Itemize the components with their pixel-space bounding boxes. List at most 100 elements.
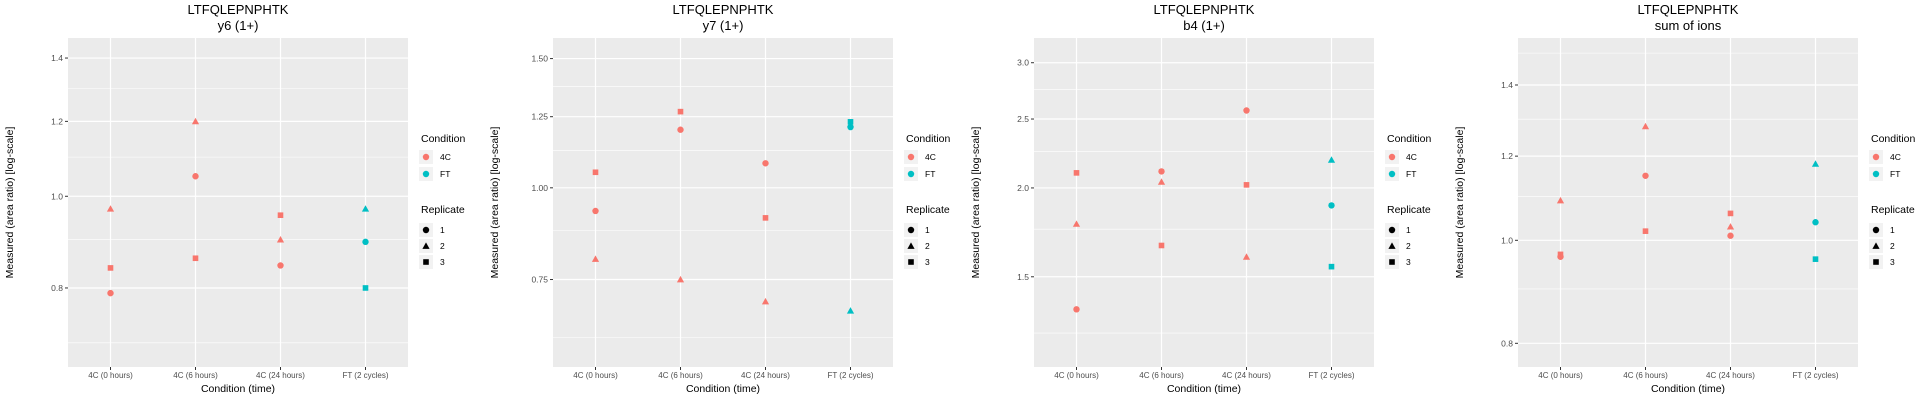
y-axis-label: Measured (area ratio) [log-scale] [4, 127, 16, 279]
data-point [592, 207, 599, 215]
y-tick-label: 2.0 [1017, 183, 1029, 193]
y-tick-label: 1.0 [51, 191, 63, 201]
data-point [1812, 256, 1819, 262]
legend-key-replicate-3 [908, 259, 914, 265]
data-point [1811, 160, 1820, 167]
legend-label: 2 [1406, 241, 1411, 251]
data-point [277, 212, 284, 219]
data-point [1158, 242, 1165, 249]
data-point [846, 307, 855, 314]
data-point [762, 160, 769, 167]
legend: Condition 4C FT Replicate 1 2 3 [904, 133, 951, 269]
legend-title-condition: Condition [906, 133, 951, 145]
x-tick-label: 4C (6 hours) [1139, 371, 1184, 380]
x-tick-label: 4C (24 hours) [741, 371, 790, 380]
y-tick-label: 1.4 [1501, 80, 1513, 90]
y-tick-label: 1.50 [531, 54, 548, 64]
chart-title: LTFQLEPNPHTK [188, 2, 289, 17]
legend-label: FT [440, 169, 450, 179]
x-tick-label: 4C (0 hours) [88, 371, 133, 380]
data-point [1641, 122, 1650, 130]
legend-title-replicate: Replicate [906, 204, 950, 216]
legend-title-condition: Condition [1387, 133, 1432, 145]
data-point [191, 117, 200, 125]
data-point [847, 119, 854, 125]
data-point [107, 289, 114, 297]
y-axis-label: Measured (area ratio) [log-scale] [1454, 127, 1466, 279]
data-point [1557, 251, 1564, 258]
legend-title-condition: Condition [1871, 133, 1916, 145]
legend-key-replicate-3 [1873, 259, 1879, 265]
data-point [1243, 182, 1250, 188]
data-point [677, 108, 684, 115]
data-point [592, 169, 599, 176]
x-tick-label: 4C (0 hours) [1538, 371, 1583, 380]
legend-label: 1 [1890, 225, 1895, 235]
y-tick-label: 0.8 [1501, 338, 1513, 348]
data-point [1328, 263, 1335, 270]
legend-label: 4C [1406, 152, 1417, 162]
legend-label: FT [1890, 169, 1900, 179]
y-tick-label: 1.2 [51, 116, 63, 126]
legend-key-FT [1872, 170, 1880, 178]
chart-title: LTFQLEPNPHTK [1638, 2, 1739, 17]
legend-label: FT [1406, 169, 1416, 179]
legend-label: 2 [440, 241, 445, 251]
legend-label: 3 [925, 257, 930, 267]
data-point [277, 262, 284, 269]
legend-label: 3 [1890, 257, 1895, 267]
y-tick-label: 1.00 [531, 183, 548, 193]
legend-title-condition: Condition [421, 133, 466, 145]
x-tick-label: 4C (24 hours) [1706, 371, 1755, 380]
y-tick-label: 1.5 [1017, 272, 1029, 282]
legend-key-replicate-3 [1389, 259, 1395, 265]
legend-key-FT [907, 170, 915, 178]
legend: Condition 4C FT Replicate 1 2 3 [1869, 133, 1916, 269]
chart-title: LTFQLEPNPHTK [673, 2, 774, 17]
legend-key-4C [422, 153, 430, 161]
legend-title-replicate: Replicate [421, 204, 465, 216]
data-point [192, 173, 199, 180]
legend-key-replicate-1 [422, 226, 430, 234]
legend: Condition 4C FT Replicate 1 2 3 [419, 133, 466, 269]
x-tick-label: 4C (24 hours) [256, 371, 305, 380]
x-tick-label: 4C (0 hours) [573, 371, 618, 380]
y-tick-label: 1.0 [1501, 235, 1513, 245]
legend-key-4C [1872, 153, 1880, 161]
y-tick-label: 3.0 [1017, 58, 1029, 68]
data-point [1072, 220, 1081, 227]
plot-panel-background [1034, 38, 1374, 367]
legend-key-FT [422, 170, 430, 178]
chart-subtitle: sum of ions [1655, 18, 1722, 33]
y-axis-label: Measured (area ratio) [log-scale] [489, 127, 501, 279]
legend-key-replicate-2 [1388, 242, 1396, 249]
plot-panel-background [68, 38, 408, 367]
data-point [1327, 156, 1336, 163]
legend-key-replicate-1 [1872, 226, 1880, 234]
data-point [1157, 178, 1166, 185]
data-point [362, 238, 369, 246]
data-point [591, 255, 600, 262]
legend-key-FT [1388, 170, 1396, 178]
legend-key-replicate-2 [907, 242, 915, 249]
data-point [1727, 232, 1734, 239]
y-axis-label: Measured (area ratio) [log-scale] [970, 127, 982, 279]
legend-key-replicate-2 [422, 242, 430, 249]
data-point [762, 215, 769, 221]
x-tick-label: 4C (24 hours) [1222, 371, 1271, 380]
legend-label: FT [925, 169, 935, 179]
x-tick-label: 4C (6 hours) [658, 371, 703, 380]
legend-key-4C [907, 153, 915, 161]
legend-key-replicate-1 [907, 226, 915, 234]
data-point [1642, 172, 1649, 179]
data-point [1642, 228, 1649, 234]
legend-label: 1 [1406, 225, 1411, 235]
y-tick-label: 1.25 [531, 112, 548, 122]
chart-subtitle: b4 (1+) [1183, 18, 1225, 33]
legend-label: 2 [925, 241, 930, 251]
data-point [1727, 210, 1734, 217]
legend-label: 2 [1890, 241, 1895, 251]
